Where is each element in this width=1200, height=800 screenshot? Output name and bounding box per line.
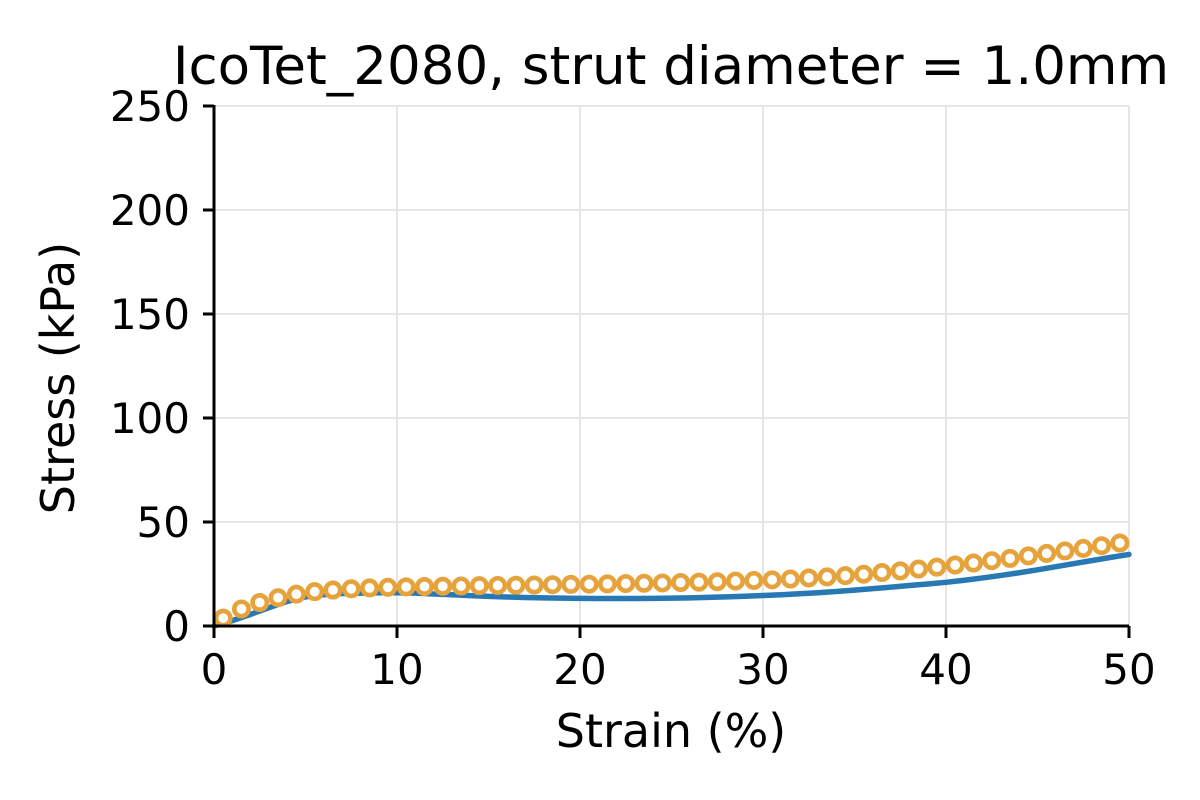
y-tick-label-0: 0 [163, 602, 190, 651]
y-axis-label: Stress (kPa) [31, 242, 85, 514]
tick-label-layer: 0 50 100 150 200 250 0 10 20 30 40 50 [110, 82, 1156, 694]
data-point-marker [506, 575, 526, 595]
data-point-marker [268, 588, 288, 608]
data-point-marker [305, 582, 325, 602]
series-open-orange-circles [213, 533, 1130, 628]
data-point-marker [780, 569, 800, 589]
data-point-marker [982, 551, 1002, 571]
data-point-marker [927, 557, 947, 577]
data-point-marker [378, 577, 398, 597]
data-point-marker [451, 576, 471, 596]
data-point-marker [231, 599, 251, 619]
data-point-marker [488, 575, 508, 595]
data-point-marker [323, 580, 343, 600]
data-point-marker [469, 576, 489, 596]
data-point-marker [799, 568, 819, 588]
axis-layer [203, 104, 1131, 638]
grid-layer [214, 105, 1130, 626]
x-tick-label-0: 0 [201, 645, 228, 694]
data-point-marker [543, 575, 563, 595]
x-tick-label-10: 10 [370, 645, 423, 694]
y-tick-label-250: 250 [110, 82, 190, 131]
data-point-marker [1018, 546, 1038, 566]
data-point-marker [652, 573, 672, 593]
data-point-marker [1000, 548, 1020, 568]
x-tick-label-50: 50 [1102, 645, 1155, 694]
x-tick-label-20: 20 [553, 645, 606, 694]
data-point-marker [524, 575, 544, 595]
data-point-marker [689, 572, 709, 592]
data-layer [212, 533, 1132, 629]
y-tick-label-150: 150 [110, 290, 190, 339]
y-tick-label-200: 200 [110, 186, 190, 235]
data-point-marker [213, 608, 233, 628]
data-point-marker [1110, 533, 1130, 553]
y-tick-label-50: 50 [137, 498, 190, 547]
y-tick-label-100: 100 [110, 394, 190, 443]
x-axis-label: Strain (%) [556, 704, 787, 758]
data-point-marker [561, 574, 581, 594]
x-tick-label-30: 30 [736, 645, 789, 694]
data-point-marker [1037, 543, 1057, 563]
data-point-marker [872, 563, 892, 583]
data-point-marker [616, 574, 636, 594]
data-point-marker [817, 567, 837, 587]
data-point-marker [945, 555, 965, 575]
data-point-marker [250, 592, 270, 612]
data-point-marker [963, 553, 983, 573]
data-point-marker [579, 574, 599, 594]
data-point-marker [341, 579, 361, 599]
data-point-marker [634, 573, 654, 593]
x-tick-label-40: 40 [919, 645, 972, 694]
data-point-marker [286, 584, 306, 604]
data-point-marker [597, 574, 617, 594]
data-point-marker [707, 572, 727, 592]
data-point-marker [1092, 536, 1112, 556]
data-point-marker [890, 561, 910, 581]
data-point-marker [433, 576, 453, 596]
data-point-marker [835, 566, 855, 586]
data-point-marker [762, 570, 782, 590]
data-point-marker [1073, 538, 1093, 558]
data-point-marker [744, 570, 764, 590]
data-point-marker [1055, 541, 1075, 561]
data-point-marker [360, 578, 380, 598]
data-point-marker [414, 576, 434, 596]
data-point-marker [671, 573, 691, 593]
chart-title: IcoTet_2080, strut diameter = 1.0mm [173, 36, 1169, 97]
data-point-marker [726, 571, 746, 591]
data-point-marker [854, 564, 874, 584]
data-point-marker [396, 577, 416, 597]
data-point-marker [909, 559, 929, 579]
